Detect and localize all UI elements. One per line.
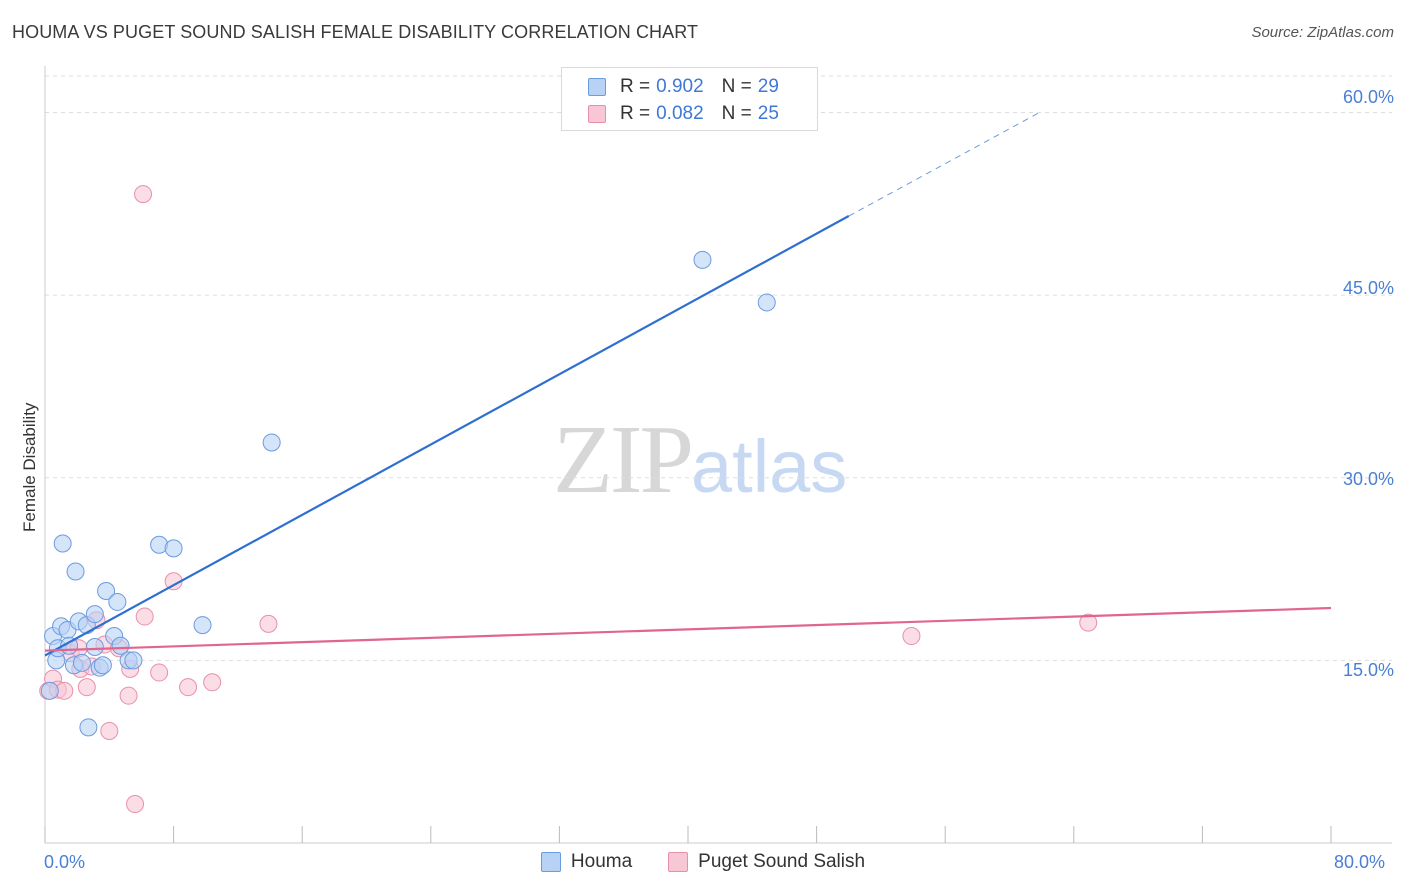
- houma-point: [72, 653, 91, 672]
- puget-point: [126, 795, 145, 814]
- legend-label-puget: Puget Sound Salish: [698, 851, 866, 872]
- legend-row-puget: R = 0.082 N = 25: [588, 103, 787, 125]
- houma-point: [85, 605, 104, 624]
- houma-point: [93, 656, 112, 675]
- puget-point: [150, 663, 169, 682]
- legend-n-label: N =: [721, 103, 752, 124]
- puget-point: [203, 673, 222, 692]
- puget-point: [179, 678, 198, 697]
- puget-point: [134, 185, 153, 204]
- houma-point: [757, 293, 776, 312]
- puget-point: [100, 721, 119, 740]
- watermark-atlas: atlas: [691, 425, 848, 508]
- houma-point: [164, 539, 183, 558]
- houma-trend-line: [44, 215, 850, 657]
- houma-point: [79, 718, 98, 737]
- x-tick-label-max: 80.0%: [1334, 852, 1386, 872]
- legend-r-value-houma: 0.902: [656, 76, 704, 97]
- houma-point: [262, 433, 281, 452]
- houma-point: [108, 592, 127, 611]
- houma-trend-extension: [848, 110, 1042, 217]
- legend-item-houma: Houma: [540, 851, 633, 873]
- y-tick-label-15: 15.0%: [1342, 660, 1394, 680]
- puget-point: [135, 607, 154, 626]
- watermark-zip: ZIP: [553, 406, 694, 514]
- houma-swatch-icon: [588, 78, 606, 96]
- legend-n-label: N =: [721, 76, 752, 97]
- series-legend: Houma Puget Sound Salish: [0, 851, 1406, 873]
- puget-point: [1079, 613, 1098, 632]
- houma-point: [693, 250, 712, 269]
- legend-label-houma: Houma: [570, 851, 633, 872]
- y-tick-label-30: 30.0%: [1342, 469, 1394, 489]
- puget-point: [902, 627, 921, 646]
- houma-point: [85, 637, 104, 656]
- source-label: Source: ZipAtlas.com: [1251, 24, 1394, 41]
- houma-point: [124, 651, 143, 670]
- legend-n-value-houma: 29: [757, 76, 779, 97]
- legend-r-label: R =: [620, 103, 651, 124]
- puget-point: [259, 614, 278, 633]
- legend-r-value-puget: 0.082: [656, 103, 704, 124]
- y-tick-label-60: 60.0%: [1342, 87, 1394, 107]
- puget-point: [119, 686, 138, 705]
- watermark: ZIPatlas: [553, 402, 847, 516]
- houma-point: [193, 616, 212, 635]
- chart-title: HOUMA VS PUGET SOUND SALISH FEMALE DISAB…: [12, 22, 699, 42]
- puget-trend-line: [44, 606, 1332, 652]
- y-axis-label: Female Disability: [20, 402, 39, 532]
- houma-legend-icon: [540, 852, 561, 872]
- houma-point: [66, 562, 85, 581]
- houma-point: [111, 636, 130, 655]
- y-tick-label-45: 45.0%: [1342, 278, 1394, 298]
- puget-swatch-icon: [588, 105, 606, 123]
- puget-point: [77, 678, 96, 697]
- houma-point: [40, 681, 59, 700]
- legend-item-puget: Puget Sound Salish: [668, 851, 865, 873]
- x-tick-label-min: 0.0%: [44, 852, 86, 872]
- puget-legend-icon: [668, 852, 689, 872]
- houma-point: [97, 581, 116, 600]
- houma-point: [53, 534, 72, 553]
- correlation-legend: R = 0.902 N = 29 R = 0.082 N = 25: [561, 67, 818, 131]
- legend-r-label: R =: [620, 76, 651, 97]
- legend-n-value-puget: 25: [757, 103, 779, 124]
- legend-row-houma: R = 0.902 N = 29: [588, 76, 787, 98]
